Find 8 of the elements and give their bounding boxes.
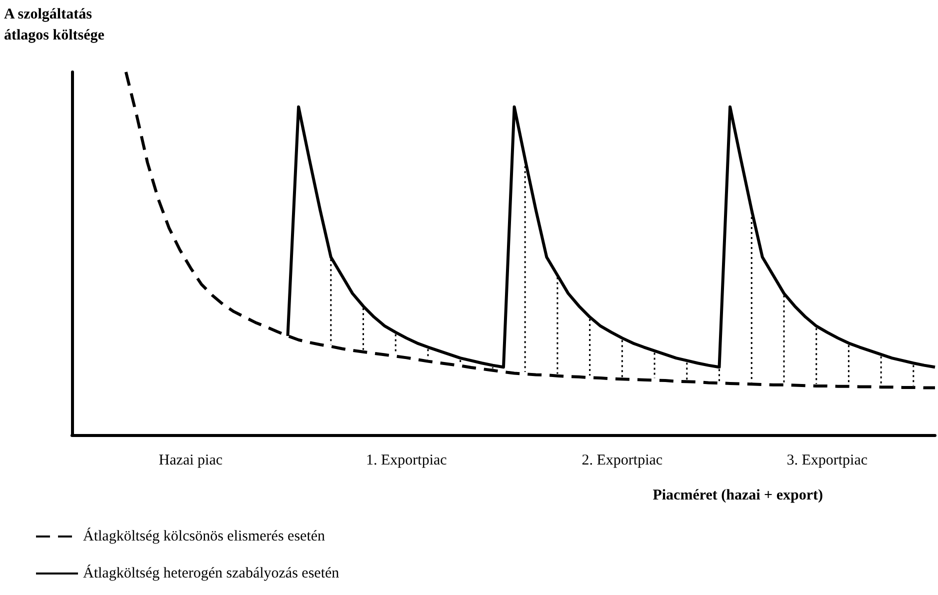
y-axis-title: A szolgáltatás átlagos költsége [4, 6, 105, 44]
x-tick-label: 1. Exportpiac [366, 452, 448, 468]
x-tick-label: Hazai piac [158, 452, 223, 468]
x-tick-label: 3. Exportpiac [786, 452, 868, 468]
legend-label: Átlagköltség heterogén szabályozás esetén [83, 564, 340, 582]
x-tick-label: 2. Exportpiac [582, 452, 663, 468]
x-axis-title: Piacméret (hazai + export) [652, 488, 824, 504]
legend-label: Átlagköltség kölcsönös elismerés esetén [83, 528, 326, 544]
